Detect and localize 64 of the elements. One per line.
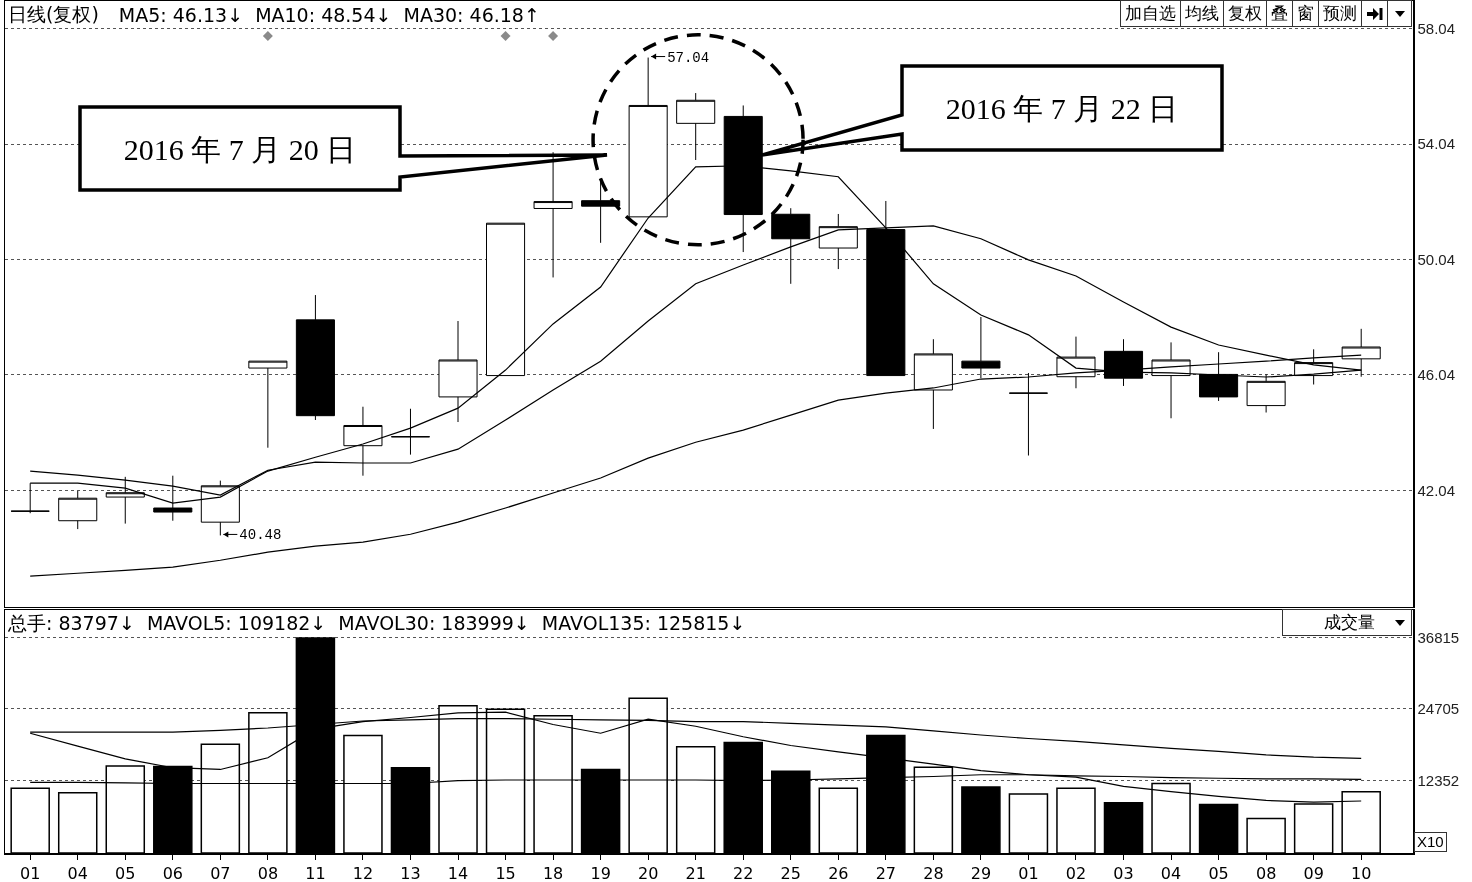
x-tick-label: 05 <box>115 863 136 882</box>
candlestick <box>295 294 335 421</box>
y-tick-label: 58.04 <box>1417 19 1456 37</box>
y-tick-label: 50.04 <box>1417 250 1456 268</box>
x-tick-label: 19 <box>590 863 611 882</box>
y-axis-title: X10 <box>1414 832 1447 852</box>
candlestick <box>1246 373 1286 413</box>
button: 复权 <box>1224 0 1267 27</box>
candlestick <box>533 151 573 278</box>
x-tick-label: 18 <box>542 863 564 882</box>
x-tick-label: 08 <box>1255 863 1277 882</box>
candlestick <box>58 490 98 530</box>
chart-subtitle: 总手: 83797↓ MAVOL5: 109182↓ MAVOL30: 183999↓ MAVOL135: 125815↓ <box>8 610 746 636</box>
candlestick <box>343 406 383 477</box>
x-tick-label: 11 <box>305 863 326 882</box>
x-tick-label: 22 <box>733 863 754 882</box>
x-tick-label: 01 <box>1018 863 1039 882</box>
x-tick-label: 29 <box>970 863 992 882</box>
annotation: 2016 年 7 月 20 日 <box>123 132 357 166</box>
x-tick-label: 27 <box>875 863 897 882</box>
candlestick <box>676 92 716 161</box>
candlestick <box>1008 372 1048 456</box>
x-tick-label: 12 <box>352 863 374 882</box>
y-tick-label: 42.04 <box>1417 481 1456 499</box>
x-tick-label: 26 <box>828 863 849 882</box>
x-tick-label: 09 <box>1303 863 1324 882</box>
dropdown: 成交量 <box>1282 609 1412 636</box>
candlestick <box>438 320 478 423</box>
x-tick-label: 14 <box>447 863 469 882</box>
candlestick <box>390 408 431 456</box>
x-tick-label: 02 <box>1065 863 1087 882</box>
x-tick-label: 15 <box>495 863 516 882</box>
x-tick-label: 21 <box>685 863 706 882</box>
y-tick-label: 46.04 <box>1417 366 1456 384</box>
x-tick-label: 03 <box>1113 863 1134 882</box>
x-tick-label: 04 <box>1160 863 1182 882</box>
x-tick-label: 07 <box>210 863 231 882</box>
x-tick-label: 08 <box>257 863 279 882</box>
x-tick-label: 10 <box>1351 863 1372 882</box>
y-tick-label: 54.04 <box>1417 135 1456 153</box>
candlestick <box>248 360 288 449</box>
x-tick-label: 06 <box>162 863 183 882</box>
chart-title: 日线(复权) <box>8 1 99 27</box>
x-tick-label: 28 <box>923 863 944 882</box>
x-tick-label: 01 <box>20 863 41 882</box>
candlestick <box>486 222 526 377</box>
y-tick-label: 24705 <box>1417 699 1460 717</box>
y-tick-label: 36815 <box>1417 629 1460 647</box>
x-tick-label: 13 <box>400 863 421 882</box>
x-tick-label: 20 <box>637 863 659 882</box>
y-tick-label: 12352 <box>1417 772 1460 790</box>
annotation: 2016 年 7 月 22 日 <box>945 92 1179 125</box>
annotation: 成交量 <box>1323 611 1376 634</box>
annotation: 40.48 <box>239 527 282 544</box>
annotation: 57.04 <box>667 49 710 66</box>
chart-subtitle: MA5: 46.13↓ MA10: 48.54↓ MA30: 46.18↑ <box>118 3 540 26</box>
x-tick-label: 04 <box>67 863 88 882</box>
x-tick-label: 05 <box>1208 863 1229 882</box>
button: 窗 <box>1293 0 1319 27</box>
button: 叠 <box>1267 0 1293 27</box>
button: 加自选 <box>1120 0 1181 27</box>
button: 预测 <box>1319 0 1362 27</box>
button: 均线 <box>1181 0 1224 27</box>
x-tick-label: 25 <box>780 863 801 882</box>
